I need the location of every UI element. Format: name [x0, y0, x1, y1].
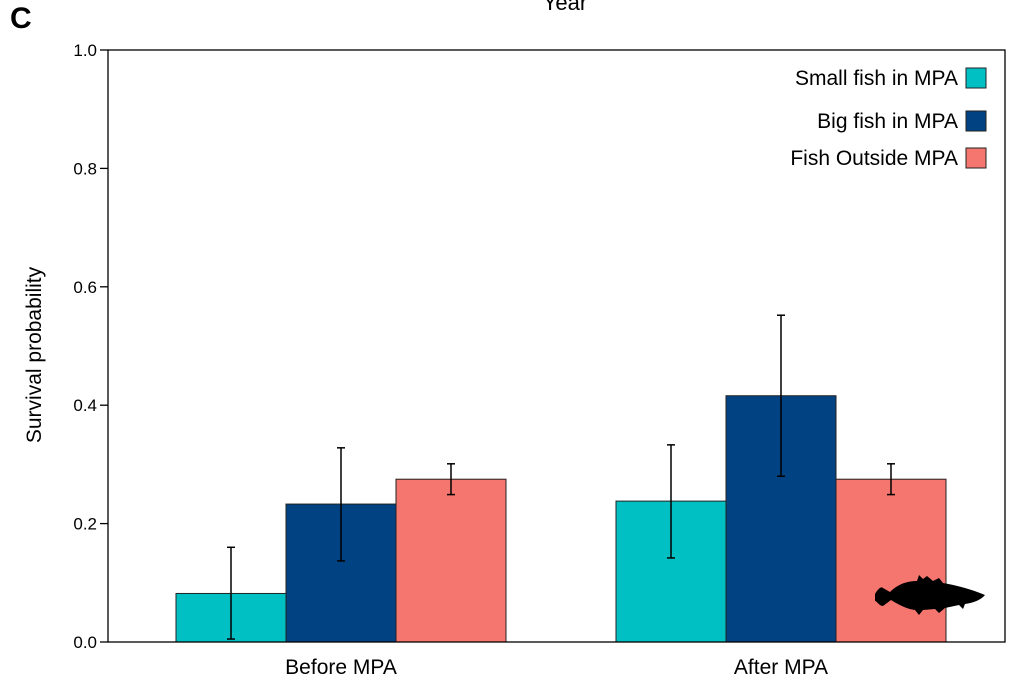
bars-group — [175, 395, 947, 643]
legend-label: Big fish in MPA — [817, 110, 958, 133]
bar — [395, 478, 507, 643]
y-tick-label: 0.6 — [73, 278, 97, 297]
legend-swatch — [965, 110, 987, 132]
panel-label: C — [10, 2, 32, 35]
chart-title: Year — [543, 0, 587, 15]
y-tick-label: 0.8 — [73, 159, 97, 178]
y-tick-label: 0.2 — [73, 515, 97, 534]
legend: Small fish in MPA Big fish in MPA Fish Out… — [790, 67, 987, 170]
legend-swatch — [965, 67, 987, 89]
legend-label: Small fish in MPA — [795, 67, 958, 90]
legend-label: Fish Outside MPA — [790, 147, 958, 170]
y-tick-label: 0.4 — [73, 396, 97, 415]
fish-silhouette-icon — [875, 575, 985, 615]
y-axis: 0.0 0.2 0.4 0.6 0.8 1.0 — [73, 41, 108, 652]
y-tick-label: 0.0 — [73, 633, 97, 652]
x-category-label: After MPA — [734, 656, 828, 679]
y-axis-label: Survival probability — [23, 266, 46, 443]
bar — [835, 478, 947, 643]
y-tick-label: 1.0 — [73, 41, 97, 60]
error-bars-group — [227, 314, 895, 640]
plot-frame — [107, 49, 1006, 643]
x-category-label: Before MPA — [285, 656, 397, 679]
legend-swatch — [965, 147, 987, 169]
x-axis-labels: Before MPA After MPA — [285, 656, 828, 679]
